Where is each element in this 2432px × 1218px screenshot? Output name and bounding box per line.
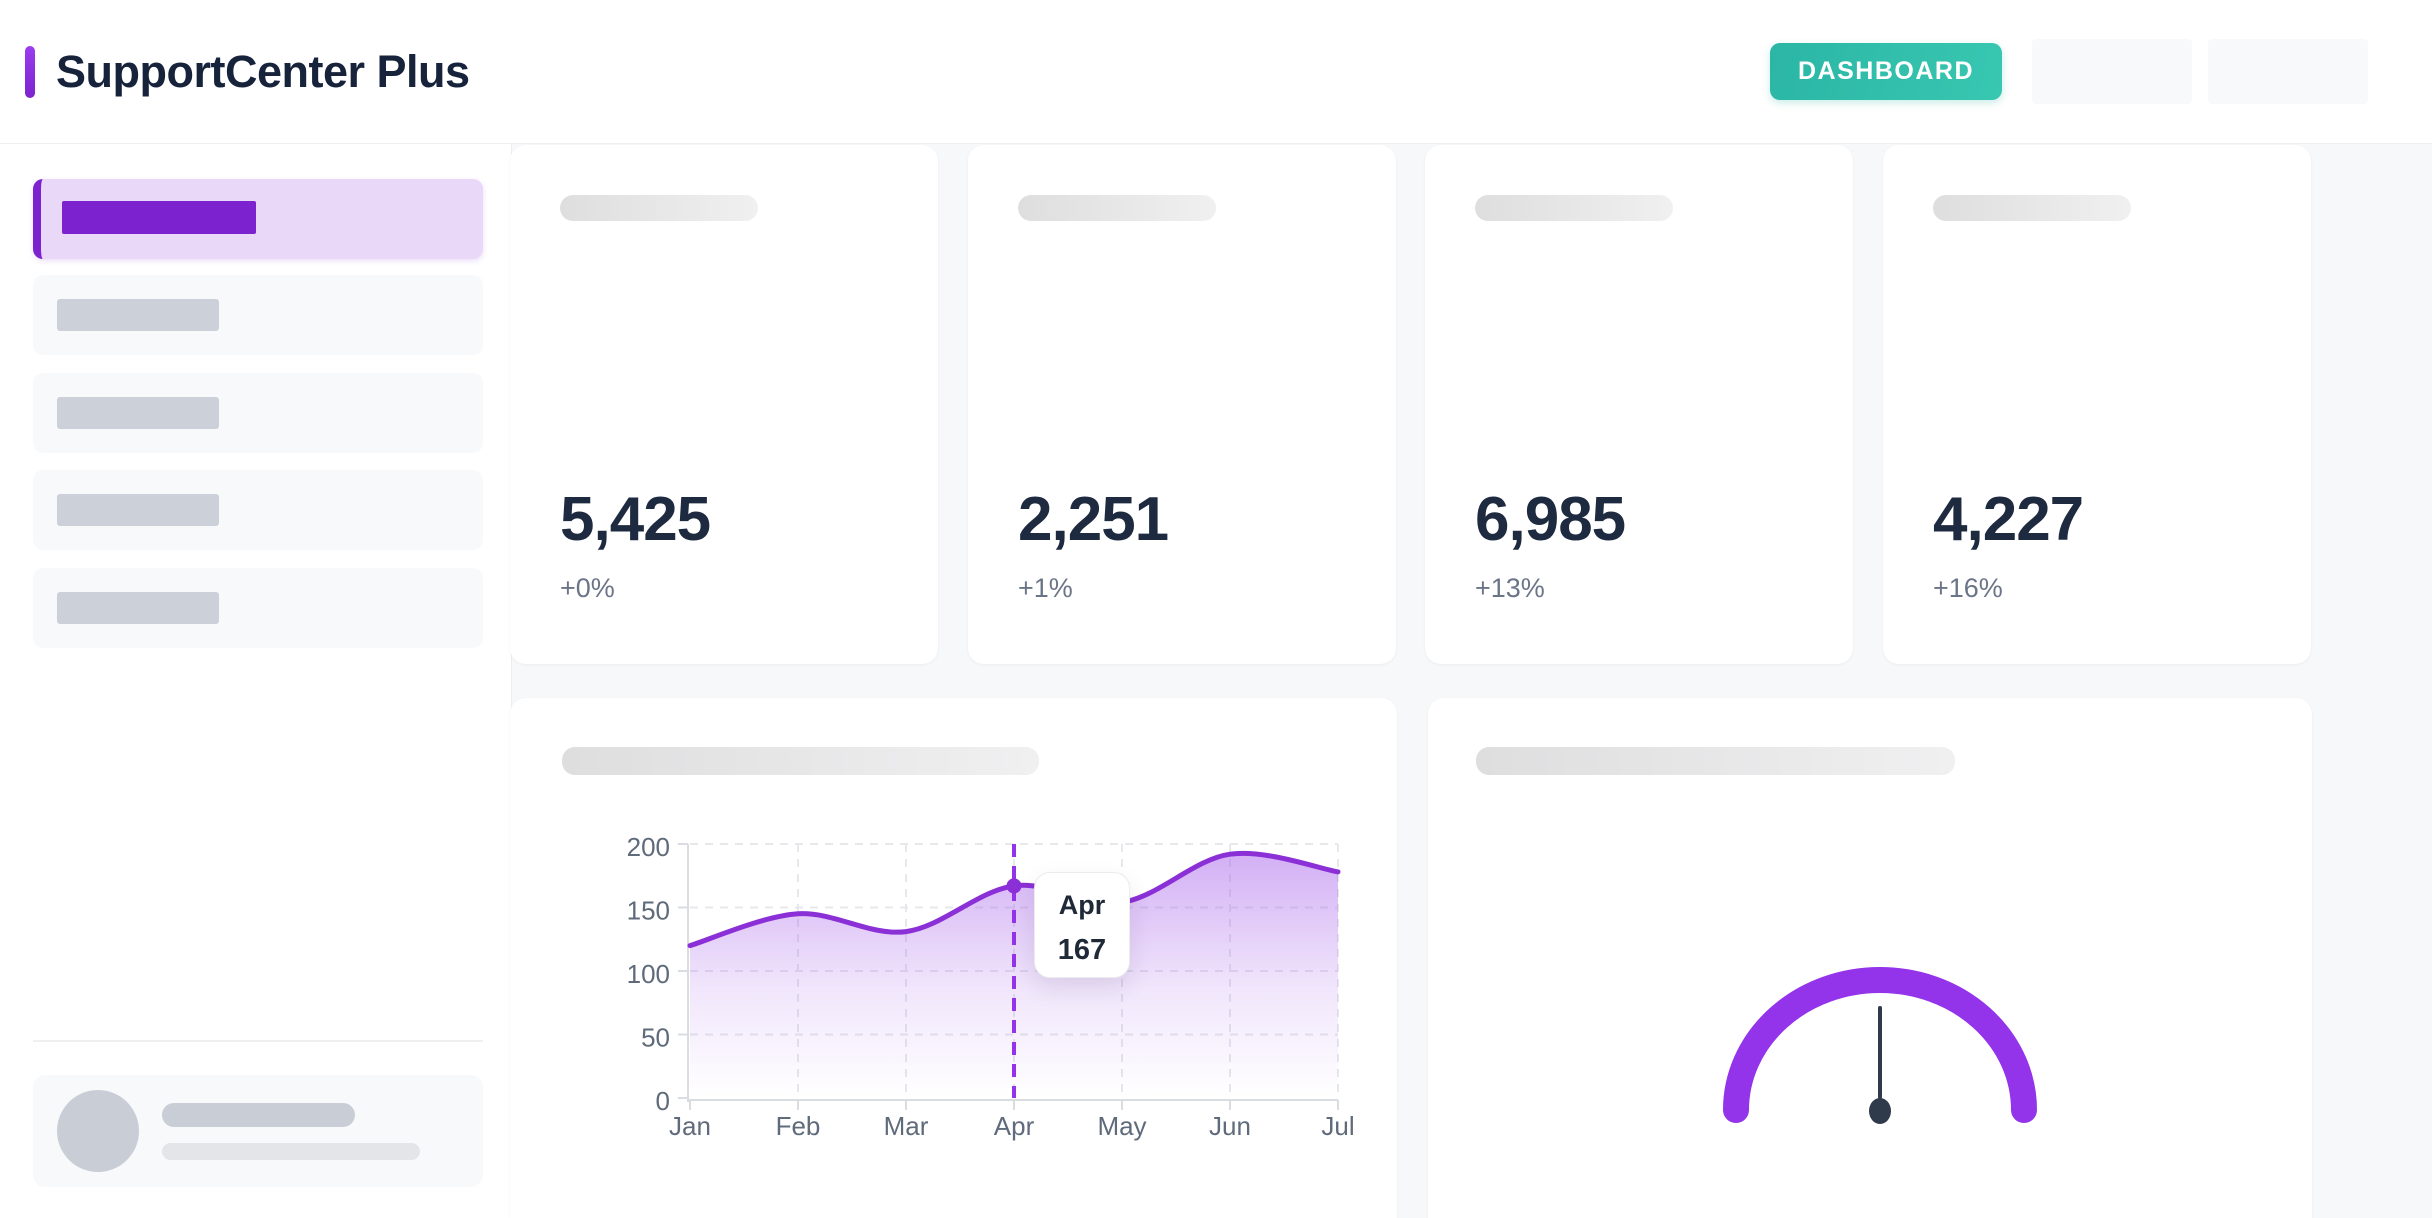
stat-change: +16% (1933, 573, 2003, 603)
gauge-arc (1723, 967, 2037, 1123)
nav-placeholder-2[interactable] (2208, 39, 2368, 104)
dashboard-button[interactable]: DASHBOARD (1770, 43, 2002, 100)
svg-text:150: 150 (627, 896, 670, 926)
stat-change: +1% (1018, 573, 1073, 603)
gauge-card (1428, 698, 2312, 1218)
svg-text:Jun: Jun (1209, 1111, 1251, 1141)
tooltip-value: 167 (1057, 934, 1107, 967)
stat-card-2: 2,251 +1% (968, 145, 1396, 664)
stat-value: 2,251 (1018, 485, 1169, 554)
sidebar-item-3[interactable] (33, 373, 483, 453)
brand-accent-bar (25, 46, 35, 98)
sidebar (0, 144, 512, 1218)
gauge-title-skeleton (1476, 747, 1955, 775)
sidebar-divider (33, 1040, 483, 1042)
chart-axes (678, 843, 1339, 1110)
sidebar-item-2[interactable] (33, 275, 483, 355)
svg-text:50: 50 (641, 1023, 670, 1053)
chart-tooltip: Apr 167 (1034, 871, 1130, 978)
svg-text:0: 0 (656, 1086, 670, 1116)
svg-text:Feb: Feb (776, 1111, 821, 1141)
stat-change: +13% (1475, 573, 1545, 603)
chart-axis-labels: 0 50 100 150 200 Jan Feb Mar Apr May Jun Jul (627, 832, 1355, 1141)
nav-placeholder-1[interactable] (2032, 39, 2192, 104)
svg-text:Jan: Jan (669, 1111, 711, 1141)
stat-title-skeleton (1933, 195, 2131, 221)
svg-text:100: 100 (627, 959, 670, 989)
sidebar-item-label-skeleton (62, 201, 256, 234)
sidebar-item-label-skeleton (57, 397, 219, 429)
user-role-skeleton (162, 1143, 420, 1160)
svg-text:Jul: Jul (1321, 1111, 1354, 1141)
svg-text:May: May (1097, 1111, 1146, 1141)
app-title: SupportCenter Plus (56, 46, 470, 97)
sidebar-item-active[interactable] (33, 179, 483, 259)
stat-change: +0% (560, 573, 615, 603)
highlight-dot (1006, 878, 1022, 894)
sidebar-item-label-skeleton (57, 592, 219, 624)
stat-title-skeleton (1018, 195, 1216, 221)
tooltip-label: Apr (1058, 889, 1106, 920)
stat-title-skeleton (560, 195, 758, 221)
stat-title-skeleton (1475, 195, 1673, 221)
app-header: SupportCenter Plus DASHBOARD (0, 0, 2432, 144)
gauge-needle (1869, 1006, 1891, 1124)
svg-text:Mar: Mar (884, 1111, 929, 1141)
stat-card-3: 6,985 +13% (1425, 145, 1853, 664)
gauge-chart (1723, 967, 2037, 1124)
stat-value: 4,227 (1933, 485, 2084, 554)
sidebar-item-label-skeleton (57, 299, 219, 331)
stat-value: 5,425 (560, 485, 711, 554)
svg-text:Apr: Apr (994, 1111, 1035, 1141)
sidebar-item-label-skeleton (57, 494, 219, 526)
sidebar-item-4[interactable] (33, 470, 483, 550)
area-fill (690, 853, 1338, 1098)
stat-value: 6,985 (1475, 485, 1626, 554)
avatar (57, 1090, 139, 1172)
stat-card-4: 4,227 +16% (1883, 145, 2311, 664)
user-profile-card[interactable] (33, 1075, 483, 1187)
area-chart: 0 50 100 150 200 Jan Feb Mar Apr May Jun Jul (627, 832, 1355, 1141)
user-name-skeleton (162, 1103, 355, 1127)
chart-series (687, 844, 1341, 1098)
trend-chart-card: 0 50 100 150 200 Jan Feb Mar Apr May Jun Jul Apr 16… (510, 698, 1397, 1218)
sidebar-item-5[interactable] (33, 568, 483, 648)
chart-title-skeleton (562, 747, 1039, 775)
svg-text:200: 200 (627, 832, 670, 862)
stat-card-1: 5,425 +0% (510, 145, 938, 664)
